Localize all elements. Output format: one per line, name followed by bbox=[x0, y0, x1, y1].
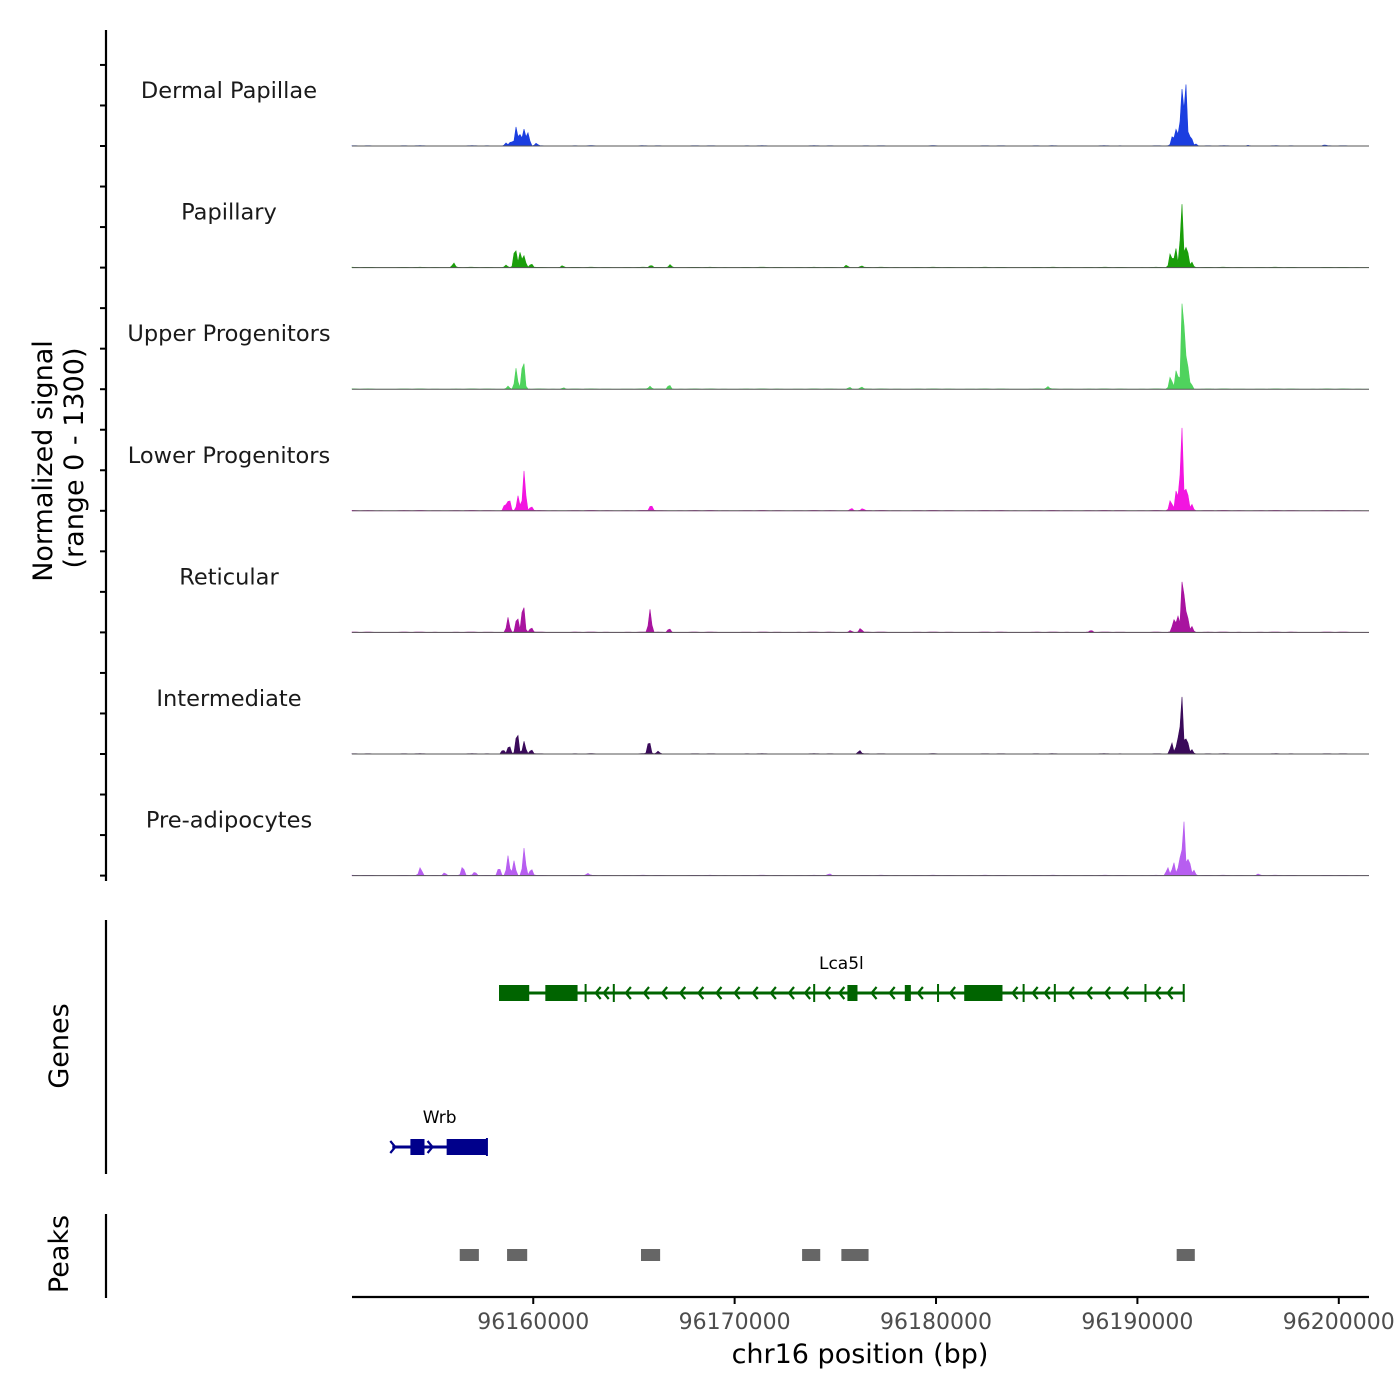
gene-exon bbox=[964, 985, 1003, 1001]
gene-exon bbox=[410, 1139, 425, 1155]
strand-arrow bbox=[733, 986, 741, 1000]
strand-arrow bbox=[888, 986, 896, 1000]
peak-regions-track bbox=[459, 1249, 1195, 1261]
track-label: Lower Progenitors bbox=[128, 443, 330, 469]
track-pre-adipocytes: Pre-adipocytes bbox=[146, 808, 1370, 877]
strand-arrow bbox=[660, 986, 668, 1000]
gene-exon bbox=[446, 1139, 487, 1155]
track-upper-progenitors: Upper Progenitors bbox=[127, 303, 1370, 390]
signal-tracks: Dermal Papillae Papillary Upper Progenitor… bbox=[127, 78, 1370, 877]
strand-arrow bbox=[769, 986, 777, 1000]
x-tick-label: 96170000 bbox=[679, 1310, 791, 1335]
signal-area bbox=[351, 303, 1370, 390]
gene-exon bbox=[1144, 984, 1147, 1002]
strand-arrow bbox=[823, 986, 832, 1000]
gene-label: Lca5l bbox=[819, 954, 864, 974]
strand-arrow bbox=[1154, 986, 1162, 1000]
strand-arrow bbox=[1011, 986, 1019, 1000]
x-axis-title: chr16 position (bp) bbox=[732, 1339, 989, 1370]
strand-arrow bbox=[837, 986, 846, 1000]
strand-arrow bbox=[642, 986, 650, 1000]
signal-area bbox=[351, 696, 1370, 755]
signal-area bbox=[351, 821, 1370, 876]
gene-exon bbox=[499, 985, 530, 1001]
gene-exon bbox=[584, 984, 587, 1002]
track-papillary: Papillary bbox=[181, 200, 1370, 269]
track-label: Intermediate bbox=[156, 686, 301, 712]
gene-label: Wrb bbox=[423, 1108, 457, 1128]
gene-lca5l: Lca5l bbox=[499, 954, 1185, 1002]
peak-region bbox=[640, 1249, 661, 1261]
strand-arrow bbox=[1166, 986, 1174, 1000]
strand-arrow bbox=[602, 986, 610, 1000]
x-tick-label: 96190000 bbox=[1081, 1310, 1193, 1335]
signal-area bbox=[351, 84, 1370, 147]
strand-arrow bbox=[1121, 986, 1130, 1000]
strand-arrow bbox=[1067, 986, 1075, 1000]
signal-area bbox=[351, 581, 1370, 633]
gene-exon bbox=[545, 985, 578, 1001]
strand-arrow bbox=[624, 986, 632, 1000]
track-label: Papillary bbox=[181, 200, 277, 226]
gene-exon bbox=[937, 984, 940, 1002]
gene-wrb: Wrb bbox=[389, 1108, 488, 1156]
strand-arrow bbox=[751, 986, 759, 1000]
track-dermal-papillae: Dermal Papillae bbox=[141, 78, 1370, 147]
strand-arrow bbox=[1103, 986, 1112, 1000]
strand-arrow bbox=[916, 986, 924, 1000]
x-tick-label: 96180000 bbox=[880, 1310, 992, 1335]
strand-arrow bbox=[803, 986, 811, 1000]
gene-exon bbox=[847, 985, 858, 1001]
gene-annotation-track: Lca5l Wrb bbox=[389, 954, 1185, 1156]
genes-axis-title: Genes bbox=[44, 1003, 75, 1088]
track-intermediate: Intermediate bbox=[156, 686, 1370, 755]
peaks-axis-title: Peaks bbox=[44, 1215, 75, 1293]
strand-arrow bbox=[389, 1140, 397, 1154]
strand-arrow bbox=[870, 986, 878, 1000]
peak-region bbox=[1176, 1249, 1195, 1261]
gene-exon bbox=[1053, 984, 1056, 1002]
x-tick-label: 96160000 bbox=[477, 1310, 589, 1335]
track-lower-progenitors: Lower Progenitors bbox=[128, 427, 1370, 512]
peak-region bbox=[802, 1249, 821, 1261]
strand-arrow bbox=[551, 986, 560, 1000]
strand-arrow bbox=[1043, 986, 1051, 1000]
peak-region bbox=[459, 1249, 479, 1261]
strand-arrow bbox=[715, 986, 723, 1000]
gene-exon bbox=[1022, 984, 1025, 1002]
strand-arrow bbox=[1031, 986, 1039, 1000]
strand-arrow bbox=[787, 986, 795, 1000]
peak-region bbox=[841, 1249, 869, 1261]
x-axis-ticks: 96160000 96170000 96180000 96190000 96200000 bbox=[477, 1297, 1395, 1335]
strand-arrow bbox=[594, 986, 602, 1000]
strand-arrow bbox=[426, 1140, 434, 1154]
track-label: Upper Progenitors bbox=[127, 321, 330, 347]
signal-area bbox=[351, 427, 1370, 512]
strand-arrow bbox=[696, 986, 705, 1000]
signal-axis-ticks bbox=[100, 63, 106, 877]
track-reticular: Reticular bbox=[179, 564, 1370, 633]
track-label: Pre-adipocytes bbox=[146, 808, 312, 834]
gene-exon bbox=[612, 984, 615, 1002]
strand-arrow bbox=[1085, 986, 1093, 1000]
y-axis-title-line2: (range 0 - 1300) bbox=[59, 348, 90, 569]
y-axis-title-line1: Normalized signal bbox=[28, 340, 59, 582]
gene-exon bbox=[904, 985, 911, 1001]
x-tick-label: 96200000 bbox=[1283, 1310, 1395, 1335]
gene-exon bbox=[813, 984, 816, 1002]
track-label: Reticular bbox=[179, 564, 279, 590]
strand-arrow bbox=[678, 986, 687, 1000]
peak-region bbox=[507, 1249, 528, 1261]
track-label: Dermal Papillae bbox=[141, 78, 317, 104]
strand-arrow bbox=[948, 986, 956, 1000]
signal-area bbox=[351, 204, 1370, 268]
